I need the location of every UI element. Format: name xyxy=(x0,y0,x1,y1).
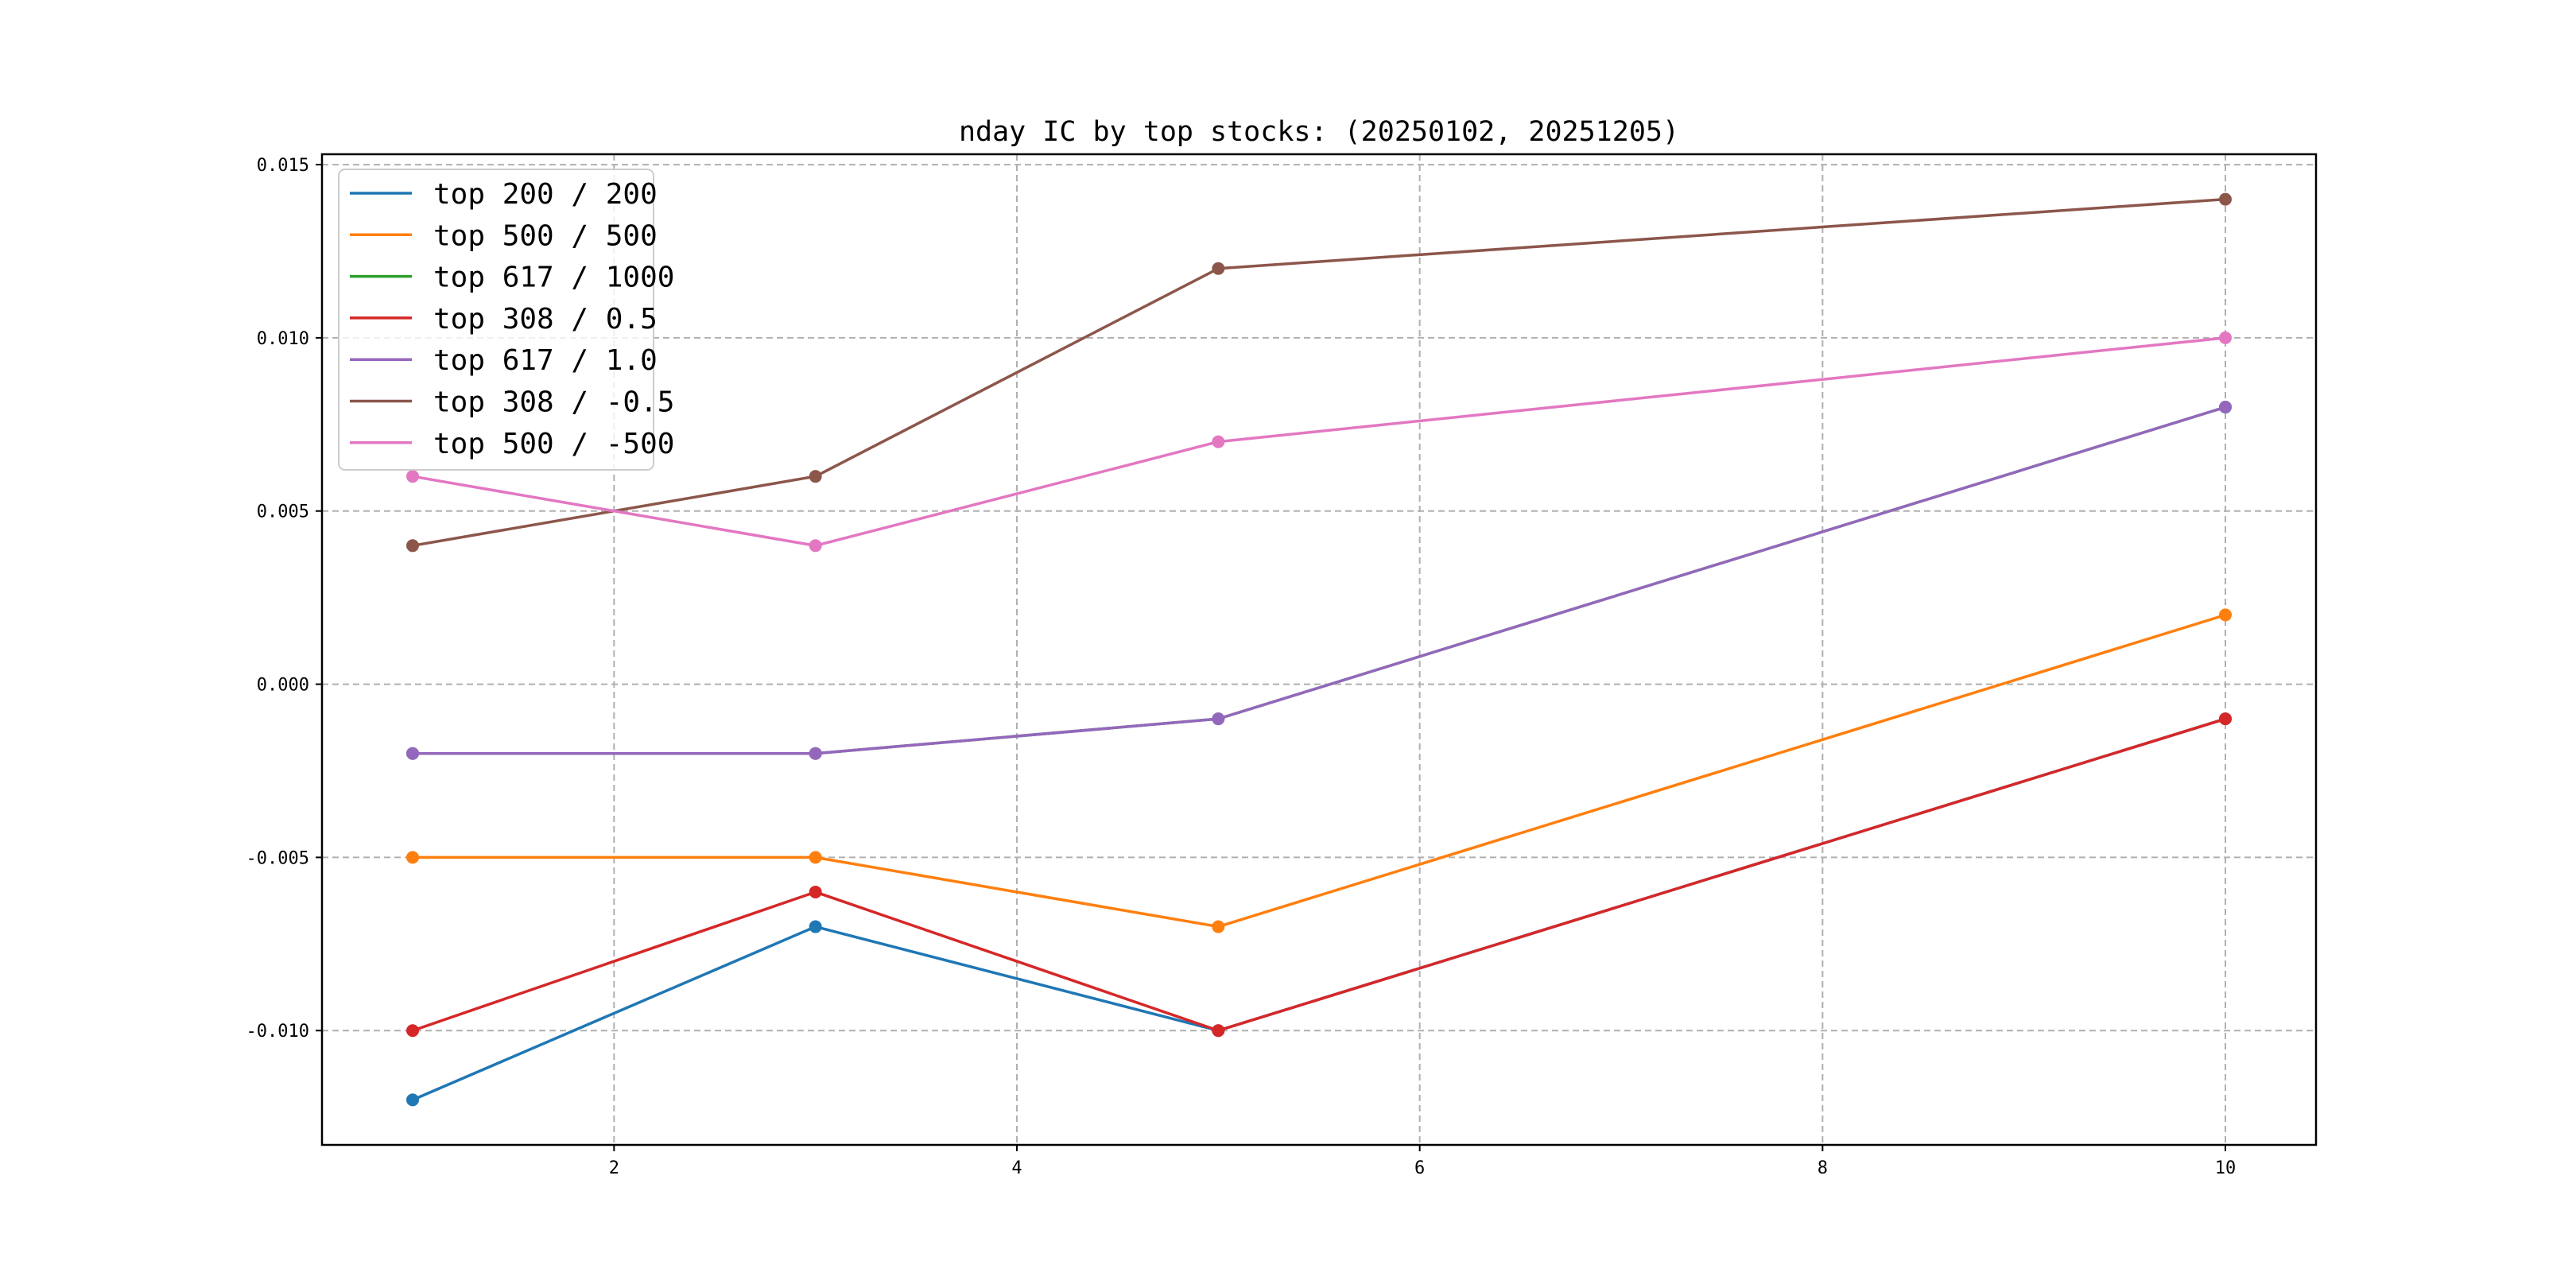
series-3 xyxy=(406,712,2232,1038)
series-line xyxy=(412,197,2226,548)
data-point xyxy=(1212,435,1225,448)
data-point xyxy=(2219,608,2232,622)
data-point xyxy=(2219,401,2232,414)
x-tick-label: 10 xyxy=(2215,1158,2237,1178)
data-point xyxy=(809,885,822,898)
series-line xyxy=(413,613,2226,929)
data-point xyxy=(406,1093,419,1107)
data-point xyxy=(406,851,419,864)
series-line xyxy=(412,336,2226,548)
y-tick-label: 0.005 xyxy=(257,502,309,522)
data-point xyxy=(1212,1024,1225,1038)
data-point xyxy=(809,851,822,864)
data-point xyxy=(406,1024,419,1038)
y-tick-label: 0.010 xyxy=(257,329,309,349)
legend-label: top 500 / -500 xyxy=(433,428,674,460)
y-tick-label: -0.005 xyxy=(246,848,309,868)
series-line xyxy=(412,717,2226,1101)
series-0 xyxy=(406,712,2232,1107)
series-group xyxy=(406,192,2232,1107)
data-point xyxy=(406,470,419,483)
series-line xyxy=(412,717,2226,1032)
data-point xyxy=(809,920,822,933)
data-point xyxy=(1212,262,1225,275)
y-tick-label: 0.000 xyxy=(257,676,309,696)
legend-box xyxy=(338,169,654,471)
chart-title: nday IC by top stocks: (20250102, 202512… xyxy=(959,116,1679,148)
series-line xyxy=(413,405,2226,755)
data-point xyxy=(2219,192,2232,206)
data-point xyxy=(809,747,822,760)
data-point xyxy=(809,539,822,553)
x-tick-label: 4 xyxy=(1011,1158,1022,1178)
data-point xyxy=(1212,712,1225,726)
series-6 xyxy=(406,331,2232,553)
data-point xyxy=(1212,920,1225,933)
legend-label: top 308 / 0.5 xyxy=(433,303,658,336)
x-tick-label: 2 xyxy=(609,1158,619,1178)
x-tick-label: 6 xyxy=(1414,1158,1425,1178)
legend-label: top 308 / -0.5 xyxy=(433,386,674,419)
data-point xyxy=(2219,712,2232,726)
data-point xyxy=(406,539,419,553)
series-2 xyxy=(406,401,2232,760)
axis-ticks: 2 4 6 8 10 -0.010 -0.005 0.000 0.005 0.010 0.015 xyxy=(246,156,2237,1178)
data-point xyxy=(809,470,822,483)
y-tick-label: 0.015 xyxy=(257,156,309,176)
plot-frame xyxy=(320,153,2318,1146)
series-5 xyxy=(406,192,2232,553)
legend-label: top 617 / 1.0 xyxy=(433,344,658,377)
y-tick-label: -0.010 xyxy=(246,1022,309,1042)
series-line xyxy=(413,405,2226,755)
series-4 xyxy=(406,401,2232,760)
data-point xyxy=(2219,331,2232,344)
x-tick-label: 8 xyxy=(1818,1158,1828,1178)
legend-label: top 500 / 500 xyxy=(433,219,658,252)
data-point xyxy=(406,747,419,760)
legend: top 200 / 200 top 500 / 500 top 617 / 1000… xyxy=(338,169,674,471)
legend-label: top 200 / 200 xyxy=(433,178,658,211)
legend-label: top 617 / 1000 xyxy=(433,262,674,294)
series-1 xyxy=(406,608,2232,933)
